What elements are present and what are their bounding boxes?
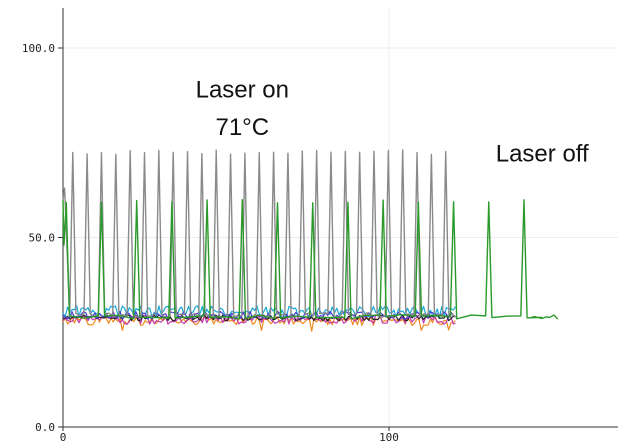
axes: [58, 8, 618, 431]
series-line-3: [62, 305, 457, 318]
annotations: Laser on 71°C Laser off: [196, 76, 589, 167]
y-tick-label: 0.0: [35, 421, 55, 434]
tick-labels: 0.0 50.0 100.0 0 100: [22, 42, 399, 444]
annotation-label-2: 71°C: [215, 114, 269, 141]
series-line-6: [62, 314, 456, 322]
annotation-label-3: Laser off: [496, 141, 589, 168]
x-tick-label: 100: [379, 431, 399, 444]
x-tick-label: 0: [60, 431, 67, 444]
series-line-1: [62, 149, 457, 319]
series-line-2: [62, 199, 559, 320]
y-tick-label: 100.0: [22, 42, 55, 55]
y-tick-label: 50.0: [29, 232, 56, 245]
annotation-label-1: Laser on: [196, 76, 289, 103]
series-lines: [62, 149, 559, 332]
